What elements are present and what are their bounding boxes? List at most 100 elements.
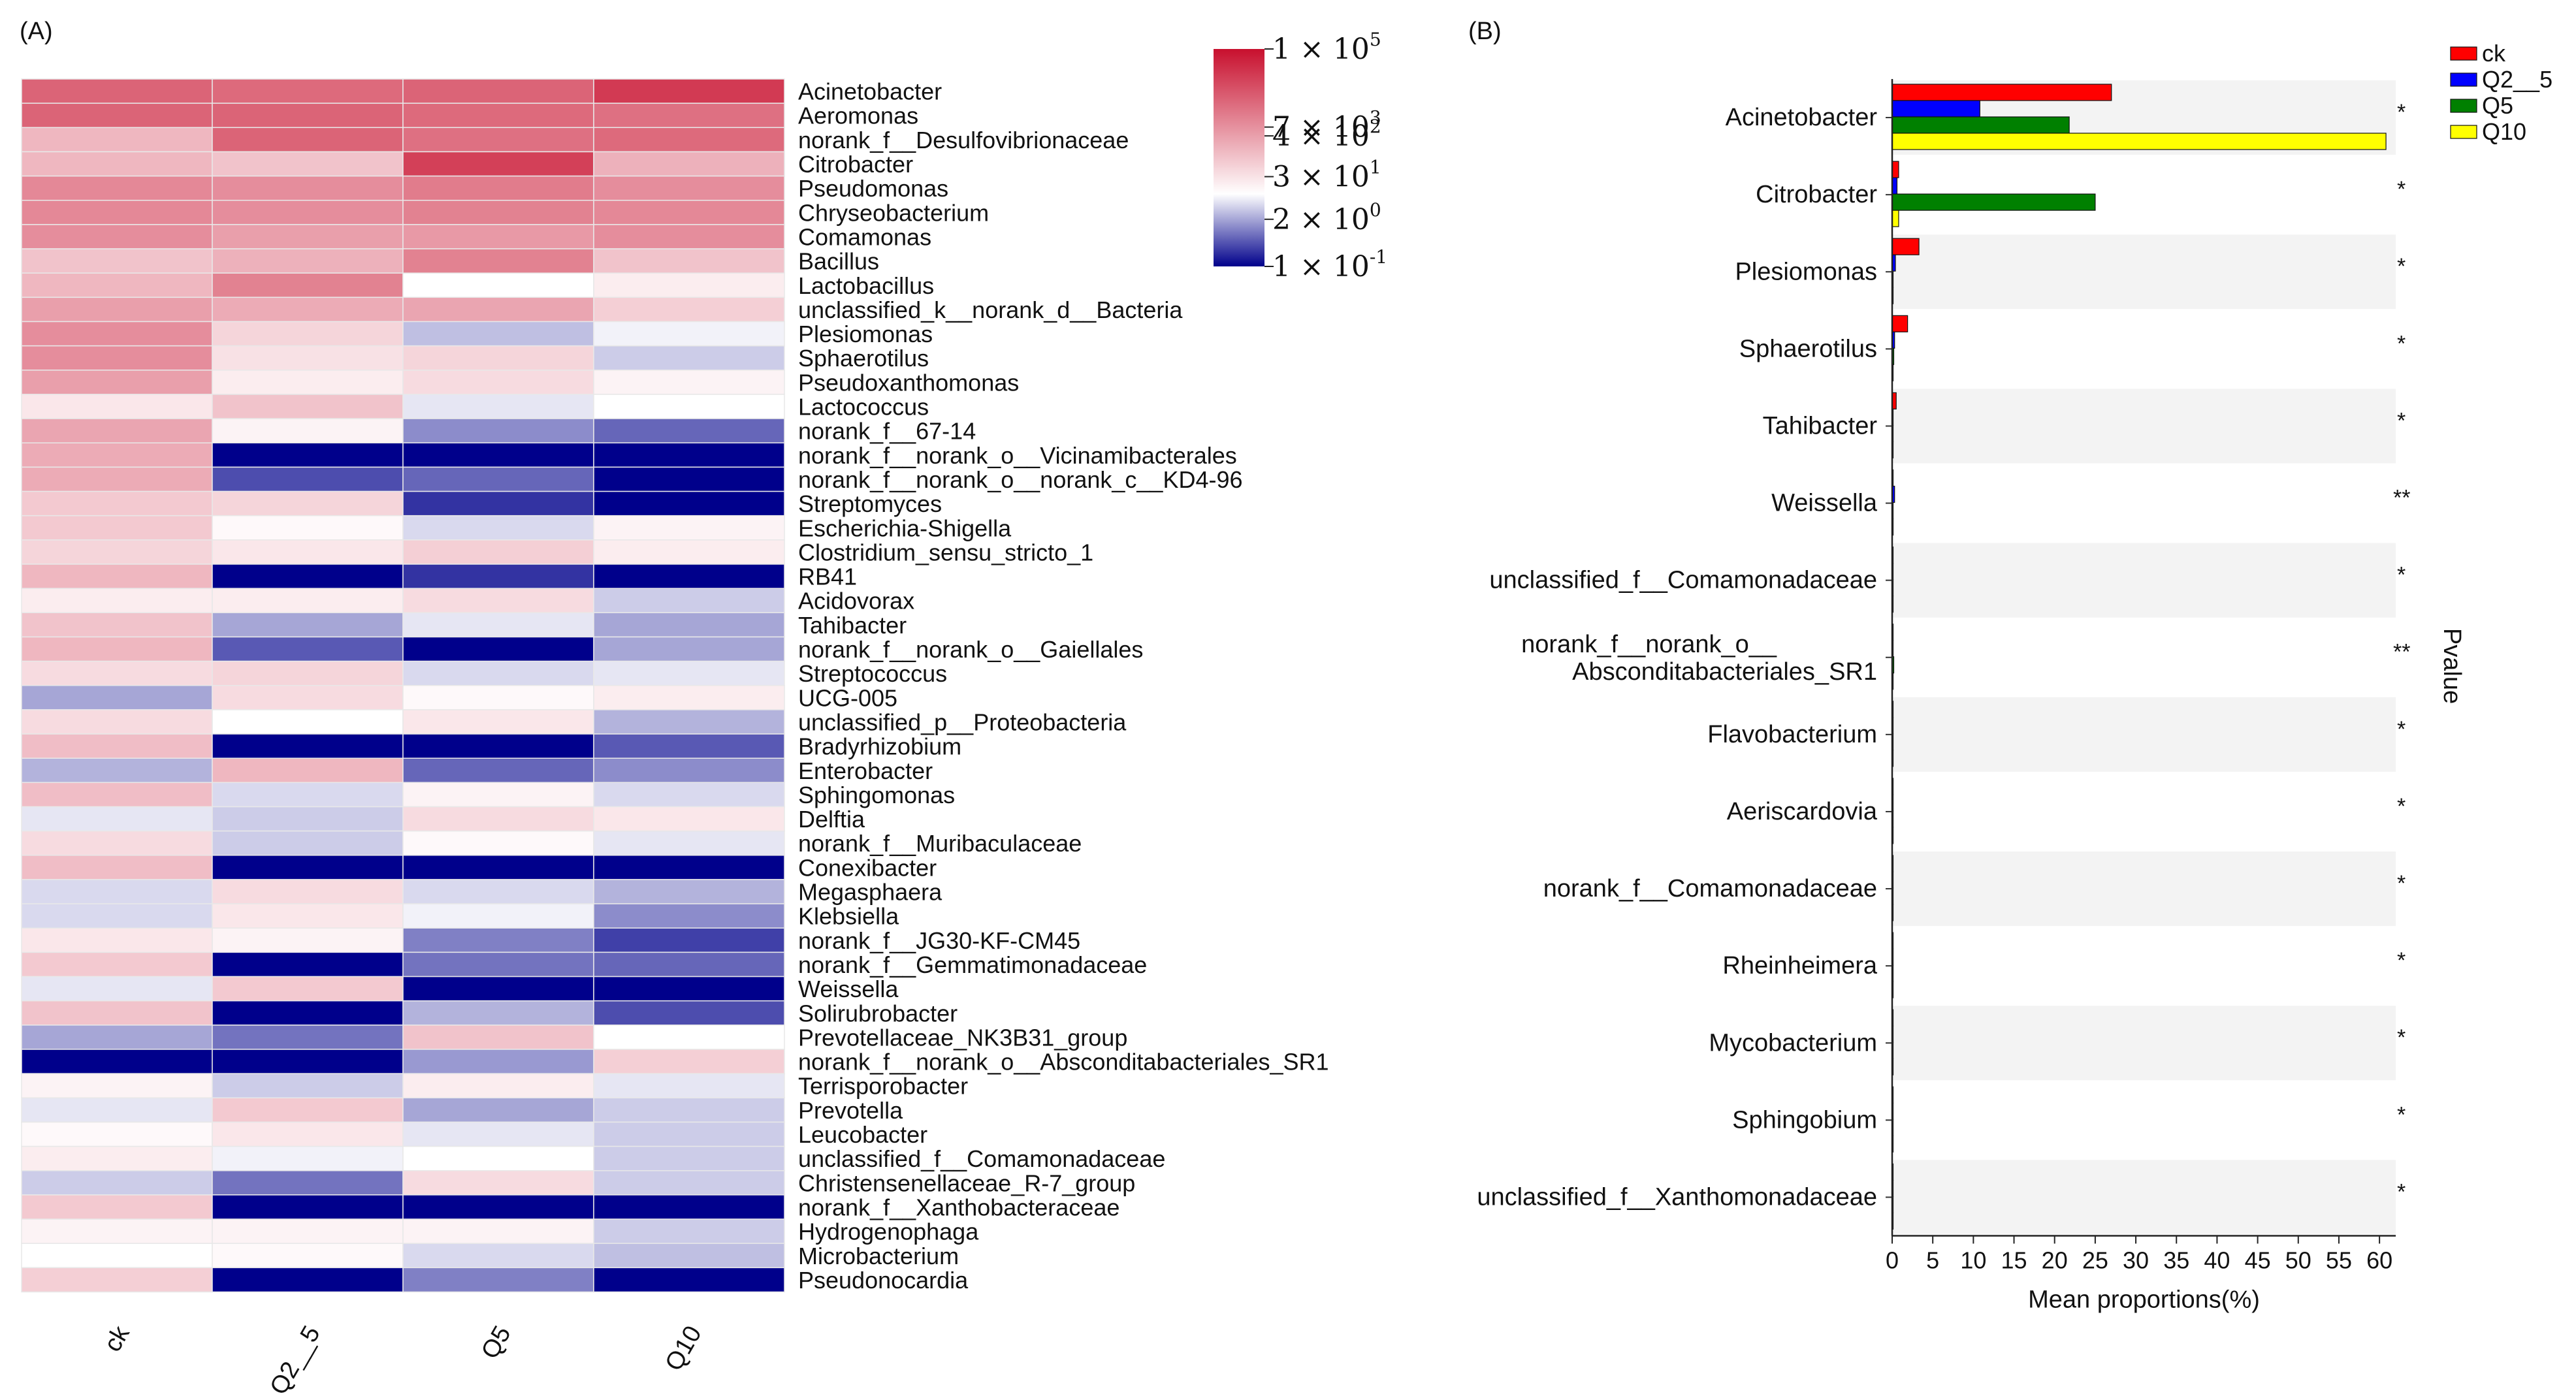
column-label: ck <box>99 1321 135 1357</box>
category-label: Sphaerotilus <box>1739 335 1877 362</box>
row-label: Clostridium_sensu_stricto_1 <box>798 539 1093 565</box>
category-label: Weissella <box>1771 490 1878 517</box>
heatmap-cell <box>21 879 213 904</box>
heatmap-cell <box>21 515 213 541</box>
row-label: UCG-005 <box>798 684 897 711</box>
row-label: unclassified_f__Comamonadaceae <box>798 1145 1165 1172</box>
x-tick-label: 45 <box>2245 1247 2271 1274</box>
heatmap-cell <box>402 612 594 638</box>
bar-q10 <box>1892 133 2387 150</box>
heatmap-cell <box>212 78 404 104</box>
heatmap-cell <box>402 1170 594 1196</box>
colorbar-tick-base: 7 × 10 <box>1272 111 1370 144</box>
column-label: Q10 <box>660 1322 707 1376</box>
heatmap-cell <box>593 636 785 662</box>
heatmap-cell <box>21 855 213 880</box>
category-label: unclassified_f__Xanthomonadaceae <box>1477 1183 1877 1211</box>
category-label: Plesiomonas <box>1735 258 1877 285</box>
category-label: Flavobacterium <box>1707 721 1877 748</box>
x-tick-label: 35 <box>2163 1247 2189 1274</box>
heatmap-cell <box>212 1170 404 1196</box>
row-band <box>1892 1160 2396 1235</box>
colorbar-tick-base: 4 × 10 <box>1272 119 1370 153</box>
heatmap-cell <box>212 103 404 129</box>
heatmap-cell <box>402 806 594 832</box>
heatmap-cell <box>212 976 404 1002</box>
heatmap-cell <box>593 709 785 735</box>
heatmap-cell <box>21 951 213 978</box>
heatmap-cell <box>402 976 594 1002</box>
heatmap-cell <box>593 879 785 904</box>
category-label: Tahibacter <box>1763 412 1878 439</box>
row-label: Lactococcus <box>798 394 929 421</box>
row-label: norank_f__norank_o__Absconditabacteriale… <box>798 1049 1329 1075</box>
heatmap-cell <box>212 903 404 929</box>
heatmap-cell <box>402 636 594 662</box>
heatmap-cell <box>593 782 785 808</box>
category-label: Mycobacterium <box>1709 1029 1877 1057</box>
heatmap-cell <box>402 1025 594 1050</box>
significance-marker: * <box>2397 948 2406 973</box>
heatmap-cell <box>402 1073 594 1099</box>
heatmap-cell <box>593 103 785 129</box>
heatmap-cell <box>212 515 404 541</box>
heatmap-cell <box>402 1121 594 1147</box>
heatmap-cell <box>593 757 785 784</box>
row-label: norank_f__67-14 <box>798 418 976 445</box>
x-tick-label: 15 <box>2001 1247 2027 1274</box>
legend-swatch <box>2450 46 2477 61</box>
heatmap-cell <box>21 1218 213 1244</box>
row-label: Citrobacter <box>798 151 913 178</box>
heatmap-cell <box>593 830 785 856</box>
legend-swatch <box>2450 72 2477 87</box>
row-label: Christensenellaceae_R-7_group <box>798 1169 1135 1196</box>
row-band <box>1892 234 2396 310</box>
heatmap-cell <box>21 830 213 856</box>
heatmap-cell <box>212 564 404 589</box>
row-label: Pseudomonas <box>798 175 948 202</box>
heatmap-cell <box>21 1170 213 1196</box>
heatmap-cell <box>212 1218 404 1244</box>
heatmap-cell <box>21 1121 213 1147</box>
heatmap-cell <box>21 466 213 492</box>
heatmap-cell <box>593 588 785 614</box>
heatmap-cell <box>402 757 594 784</box>
heatmap-cell <box>212 442 404 468</box>
heatmap-cell <box>593 1000 785 1026</box>
heatmap-cell <box>21 612 213 638</box>
significance-marker: * <box>2397 794 2406 819</box>
row-label: Streptococcus <box>798 660 947 687</box>
colorbar-tick-label: 4 × 102 <box>1272 116 1381 153</box>
heatmap-cell <box>593 660 785 686</box>
heatmap-cell <box>402 539 594 565</box>
heatmap-cell <box>593 1121 785 1147</box>
x-tick-label: 25 <box>2082 1247 2108 1274</box>
colorbar-tick-base: 3 × 10 <box>1272 161 1370 194</box>
heatmap-cell <box>21 903 213 929</box>
heatmap-cell <box>593 903 785 929</box>
row-label: Terrisporobacter <box>798 1073 968 1100</box>
heatmap-cell <box>212 248 404 274</box>
heatmap-cell <box>593 394 785 419</box>
heatmap-cell <box>593 1194 785 1220</box>
heatmap-cell <box>402 1267 594 1293</box>
heatmap-cell <box>593 418 785 443</box>
category-label: Aeriscardovia <box>1727 798 1878 825</box>
heatmap-cell <box>212 612 404 638</box>
heatmap-cell <box>212 1025 404 1050</box>
column-label: Q2__5 <box>265 1322 325 1400</box>
panel-label-a: (A) <box>20 18 53 45</box>
legend-swatch <box>2450 99 2477 113</box>
heatmap-cell <box>402 224 594 249</box>
heatmap-cell <box>212 733 404 759</box>
row-label: RB41 <box>798 564 857 590</box>
row-label: Prevotella <box>798 1097 903 1124</box>
colorbar-tick-base: 1 × 10 <box>1272 33 1370 66</box>
heatmap-cell <box>593 1097 785 1123</box>
significance-marker: * <box>2397 100 2406 125</box>
heatmap-cell <box>593 466 785 492</box>
heatmap-cell <box>212 685 404 710</box>
heatmap-cell <box>21 1145 213 1171</box>
heatmap-cell <box>402 903 594 929</box>
heatmap-cell <box>402 127 594 153</box>
